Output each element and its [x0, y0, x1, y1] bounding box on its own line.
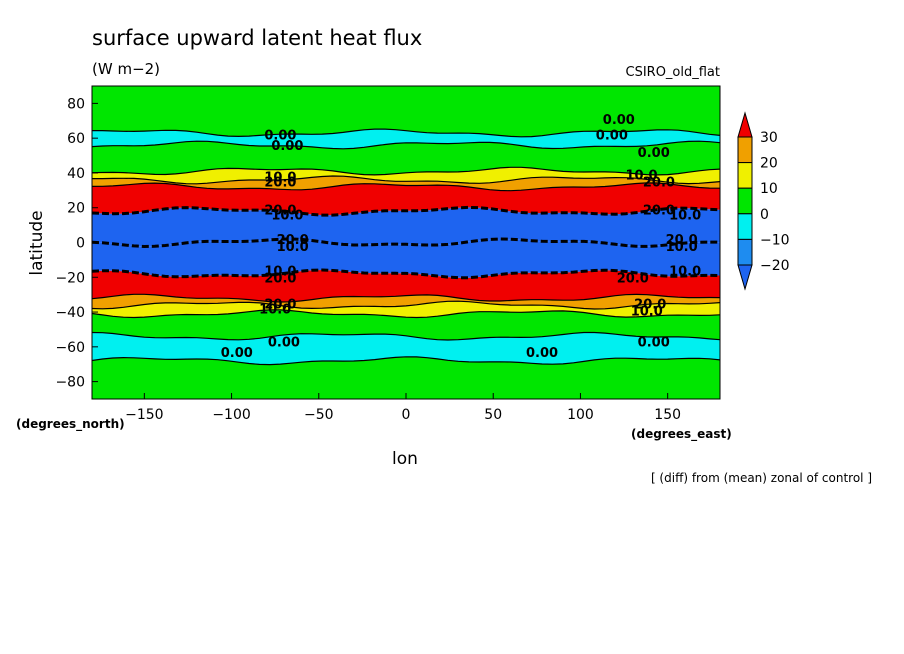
contour-label: 20.0: [643, 203, 675, 218]
contour-label: 20.0: [264, 203, 296, 218]
y-axis-label: latitude: [27, 210, 47, 275]
colorbar-label: 10: [760, 181, 778, 197]
band-20_30: [92, 294, 720, 309]
chart-title: surface upward latent heat flux: [92, 26, 422, 50]
contour-label: 20.0: [643, 176, 675, 191]
band-0_10: [92, 356, 720, 399]
colorbar-segment: [737, 136, 753, 164]
contour-line: [92, 268, 720, 280]
band-0_10: [92, 141, 720, 175]
band-10_20: [92, 301, 720, 318]
contour-label: 20.0: [277, 233, 309, 248]
contour-line: [92, 309, 720, 319]
band-above_30: [92, 182, 720, 216]
x-tick-label: 100: [567, 407, 594, 423]
contour-label: 0.00: [271, 139, 303, 154]
x-tick-label: −50: [304, 407, 334, 423]
band-below_-20: [92, 239, 720, 278]
contour-label: 10.0: [264, 264, 296, 279]
colorbar-label: 0: [760, 207, 769, 223]
contour-line: [92, 331, 720, 341]
colorbar-label: 20: [760, 156, 778, 172]
colorbar-segment: [737, 162, 753, 189]
x-tick-label: 150: [654, 407, 681, 423]
y-tick-label: 40: [67, 166, 85, 182]
contour-label: 20.0: [666, 233, 698, 248]
band--10_0: [92, 332, 720, 365]
colorbar: 30 20 10 0 −10 −20: [737, 111, 790, 291]
y-tick-label: 20: [67, 201, 85, 217]
x-axis-label: lon: [392, 449, 418, 469]
contour-line: [92, 182, 720, 192]
colorbar-arrow-bottom: [737, 264, 753, 291]
contour-label: 20.0: [264, 271, 296, 286]
contour-line: [92, 140, 720, 150]
contour-label: 0.00: [268, 336, 300, 351]
x-tick-label: 50: [484, 407, 502, 423]
contour-line: [92, 205, 720, 217]
contour-label: 20.0: [264, 297, 296, 312]
band-below_-20: [92, 207, 720, 247]
y-tick-label: −60: [55, 340, 85, 356]
colorbar-label: −10: [760, 232, 790, 248]
y-tick-label: 60: [67, 131, 85, 147]
contour-line: [92, 356, 720, 366]
contour-label: 0.00: [264, 129, 296, 144]
colorbar-arrow-top: [737, 111, 753, 138]
y-tick-label: 0: [76, 236, 85, 252]
band-0_10: [92, 309, 720, 340]
contour-label: 0.00: [638, 336, 670, 351]
colorbar-label: 30: [760, 130, 778, 146]
contour-label: 0.00: [526, 346, 558, 361]
contour-line: [92, 166, 720, 176]
contour-line: [92, 175, 720, 185]
contour-line: [92, 128, 720, 138]
contour-label: 0.00: [221, 346, 253, 361]
contour-label: 20.0: [264, 176, 296, 191]
x-tick-label: −100: [212, 407, 250, 423]
contour-label: 0.00: [596, 129, 628, 144]
y-tick-label: −80: [55, 375, 85, 391]
contour-line: [92, 293, 720, 303]
y-tick-label: 80: [67, 96, 85, 112]
contour-field: [92, 86, 720, 399]
contour-line: [92, 300, 720, 310]
x-axis: −150 −100 −50 0 50 100 150: [125, 393, 681, 423]
contour-label: 10.0: [264, 170, 296, 185]
contour-label: 10.0: [669, 209, 701, 224]
contour-label: 10.0: [271, 209, 303, 224]
x-tick-label: −150: [125, 407, 163, 423]
contour-label: 10.0: [669, 264, 701, 279]
footnote: [ (diff) from (mean) zonal of control ]: [651, 471, 872, 485]
colorbar-segment: [737, 187, 753, 215]
model-label: CSIRO_old_flat: [626, 65, 721, 80]
band--10_0: [92, 129, 720, 149]
y-tick-label: −20: [55, 270, 85, 286]
contour-label: 10.0: [277, 240, 309, 255]
band-0_10: [92, 86, 720, 137]
contour-label: 10.0: [666, 240, 698, 255]
contour-label: 10.0: [625, 169, 657, 184]
contour-label: 20.0: [634, 297, 666, 312]
chart-units: (W m−2): [92, 60, 160, 78]
colorbar-label: −20: [760, 258, 790, 274]
contour-label: 10.0: [631, 304, 663, 319]
x-axis-units: (degrees_east): [631, 427, 732, 442]
contour-label: 20.0: [617, 271, 649, 286]
colorbar-segment: [737, 213, 753, 240]
y-tick-label: −40: [55, 305, 85, 321]
x-tick-label: 0: [402, 407, 411, 423]
colorbar-segment: [737, 238, 753, 266]
band-above_30: [92, 270, 720, 302]
contour-label: 0.00: [638, 146, 670, 161]
contour-label: 0.00: [603, 113, 635, 128]
y-axis-units: (degrees_north): [16, 417, 125, 432]
contour-line: [92, 237, 720, 249]
contour-label: 10.0: [259, 303, 291, 318]
y-axis: 80 60 40 20 0 −20 −40 −60 −80: [55, 96, 98, 391]
